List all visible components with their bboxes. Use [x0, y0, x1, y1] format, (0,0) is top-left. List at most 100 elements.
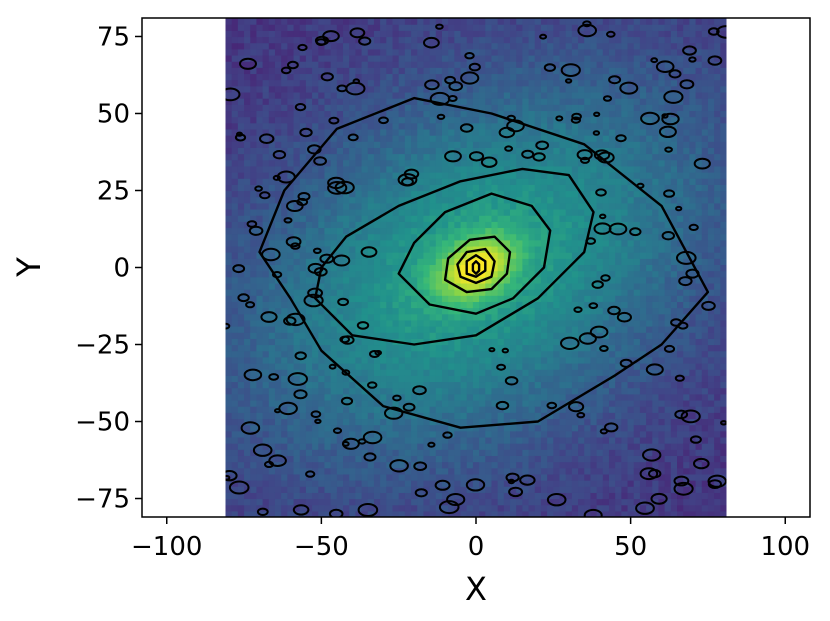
heatmap-cell [293, 492, 301, 500]
heatmap-cell [330, 467, 338, 475]
heatmap-cell [435, 18, 443, 25]
heatmap-cell [435, 135, 443, 142]
heatmap-cell [361, 54, 369, 62]
heatmap-cell [559, 91, 567, 99]
heatmap-cell [522, 208, 530, 216]
heatmap-cell [274, 252, 282, 259]
heatmap-cell [503, 412, 511, 420]
heatmap-cell [602, 418, 610, 426]
heatmap-cell [578, 492, 585, 500]
heatmap-cell [565, 196, 573, 204]
heatmap-cell [330, 492, 338, 500]
heatmap-cell [565, 480, 573, 487]
heatmap-cell [343, 98, 350, 105]
heatmap-cell [262, 61, 270, 68]
heatmap-cell [274, 393, 282, 401]
heatmap-cell [522, 252, 530, 259]
heatmap-cell [398, 449, 406, 456]
heatmap-cell [237, 492, 245, 500]
heatmap-cell [460, 480, 468, 487]
heatmap-cell [472, 492, 480, 500]
heatmap-cell [312, 399, 319, 407]
heatmap-cell [559, 30, 567, 38]
heatmap-cell [454, 375, 462, 383]
heatmap-cell [429, 375, 437, 383]
heatmap-cell [305, 307, 313, 315]
heatmap-cell [534, 196, 542, 204]
heatmap-cell [528, 258, 536, 266]
heatmap-cell [305, 282, 313, 290]
heatmap-cell [299, 504, 307, 512]
heatmap-cell [237, 486, 245, 493]
heatmap-cell [571, 504, 579, 512]
heatmap-cell [380, 165, 387, 173]
heatmap-cell [343, 227, 350, 235]
heatmap-cell [547, 135, 554, 142]
heatmap-cell [392, 350, 400, 358]
heatmap-cell [299, 480, 307, 487]
heatmap-cell [448, 393, 455, 401]
heatmap-cell [324, 153, 332, 161]
heatmap-cell [584, 30, 592, 38]
heatmap-cell [423, 443, 431, 450]
heatmap-cell [299, 172, 307, 179]
heatmap-cell [485, 381, 493, 389]
heatmap-cell [398, 332, 406, 339]
heatmap-cell [361, 504, 369, 512]
heatmap-cell [299, 233, 307, 241]
heatmap-cell [571, 387, 579, 395]
heatmap-cell [454, 412, 462, 420]
heatmap-cell [268, 165, 276, 173]
heatmap-cell [380, 79, 387, 87]
heatmap-cell [355, 350, 363, 358]
heatmap-cell [503, 159, 511, 167]
heatmap-cell [448, 48, 455, 56]
heatmap-cell [417, 282, 425, 290]
heatmap-cell [256, 289, 264, 296]
heatmap-cell [441, 480, 449, 487]
heatmap-cell [584, 79, 592, 87]
heatmap-cell [491, 412, 499, 420]
heatmap-cell [553, 399, 561, 407]
heatmap-cell [330, 498, 338, 506]
heatmap-cell [596, 104, 604, 112]
heatmap-cell [386, 245, 394, 253]
heatmap-cell [225, 362, 233, 370]
heatmap-cell [274, 184, 282, 192]
heatmap-cell [491, 85, 499, 93]
heatmap-cell [454, 159, 462, 167]
heatmap-cell [578, 313, 585, 321]
heatmap-cell [460, 196, 468, 204]
heatmap-cell [602, 369, 610, 376]
heatmap-cell [244, 424, 251, 432]
heatmap-cell [510, 36, 517, 44]
heatmap-cell [380, 104, 387, 112]
heatmap-cell [380, 443, 387, 450]
heatmap-cell [503, 227, 511, 235]
heatmap-cell [244, 172, 251, 179]
heatmap-cell [448, 326, 455, 333]
heatmap-cell [491, 504, 499, 512]
heatmap-cell [274, 24, 282, 31]
heatmap-cell [491, 184, 499, 192]
heatmap-cell [398, 153, 406, 161]
heatmap-cell [349, 91, 356, 99]
heatmap-cell [367, 338, 375, 346]
heatmap-cell [361, 202, 369, 210]
heatmap-cell [361, 461, 369, 469]
heatmap-cell [237, 73, 245, 81]
heatmap-cell [318, 338, 326, 346]
heatmap-cell [398, 24, 406, 31]
heatmap-cell [522, 362, 530, 370]
heatmap-cell [441, 412, 449, 420]
heatmap-cell [287, 122, 295, 130]
heatmap-cell [423, 196, 431, 204]
heatmap-cell [571, 486, 579, 493]
heatmap-cell [584, 116, 592, 124]
heatmap-cell [485, 42, 493, 50]
heatmap-cell [516, 159, 523, 167]
heatmap-cell [355, 326, 363, 333]
heatmap-cell [287, 498, 295, 506]
heatmap-cell [534, 326, 542, 333]
heatmap-cell [448, 350, 455, 358]
